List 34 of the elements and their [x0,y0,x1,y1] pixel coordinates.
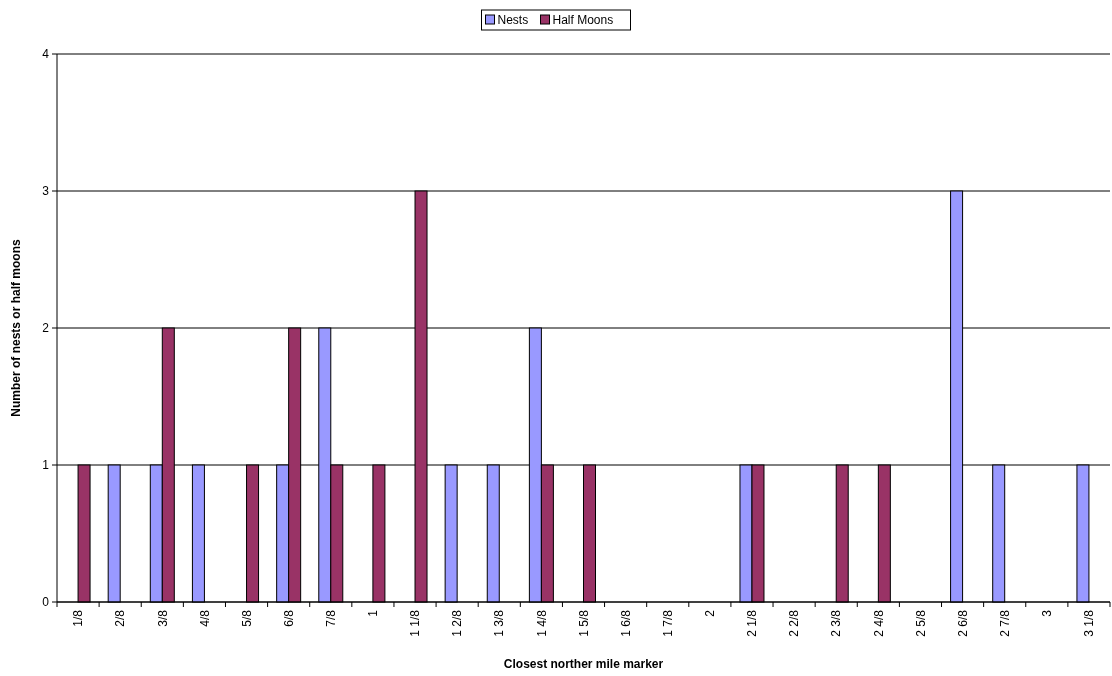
x-tick-label: 2 7/8 [997,609,1012,637]
y-tick-label: 2 [42,321,50,336]
x-tick-label: 2 5/8 [913,609,928,637]
x-tick-label: 4/8 [197,609,212,627]
x-tick-label: 2 3/8 [829,609,844,637]
x-tick-label: 1 4/8 [534,609,549,637]
x-tick-label: 1/8 [71,609,86,627]
legend-label: Nests [497,13,529,28]
x-tick-label: 3 1/8 [1082,609,1097,637]
x-tick-label: 1 [366,609,381,617]
x-tick-label: 1 1/8 [408,609,423,637]
x-tick-label: 2 6/8 [955,609,970,637]
x-tick-label: 3 [1040,609,1055,617]
x-tick-label: 1 3/8 [492,609,507,637]
x-axis-title: Closest norther mile marker [503,657,664,671]
x-tick-label: 3/8 [155,609,170,627]
x-tick-label: 2 2/8 [787,609,802,637]
x-tick-label: 1 7/8 [660,609,675,637]
x-tick-label: 7/8 [323,609,338,627]
x-tick-label: 2 4/8 [871,609,886,637]
x-tick-label: 1 5/8 [576,609,591,637]
y-tick-label: 4 [42,47,50,62]
x-tick-label: 1 6/8 [618,609,633,637]
y-tick-label: 3 [42,184,50,199]
y-axis-title: Number of nests or half moons [9,239,23,417]
y-tick-label: 0 [42,595,50,610]
x-tick-label: 2 1/8 [745,609,760,637]
x-tick-label: 2/8 [113,609,128,627]
x-tick-label: 5/8 [239,609,254,627]
x-tick-label: 6/8 [281,609,296,627]
x-tick-label: 1 2/8 [450,609,465,637]
legend-label: Half Moons [552,13,614,28]
y-tick-label: 1 [42,458,50,473]
x-tick-label: 2 [703,609,718,617]
